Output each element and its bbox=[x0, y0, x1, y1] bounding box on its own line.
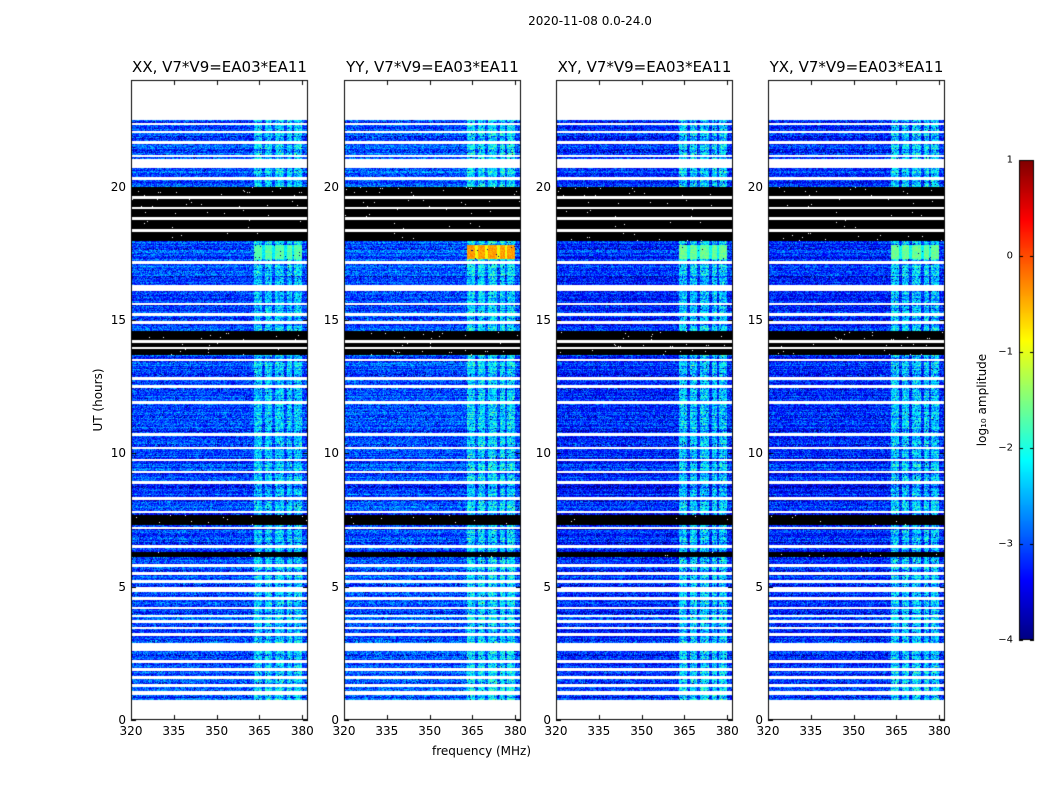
figure-suptitle: 2020-11-08 0.0-24.0 bbox=[528, 14, 652, 28]
y-tick-label: 10 bbox=[535, 446, 551, 461]
panel-title: YX, V7*V9=EA03*EA11 bbox=[769, 58, 944, 76]
x-tick-label: 335 bbox=[799, 724, 823, 738]
x-tick-label: 320 bbox=[332, 724, 356, 738]
y-tick-label: 10 bbox=[323, 446, 339, 461]
panel-title: XX, V7*V9=EA03*EA11 bbox=[132, 58, 307, 76]
y-tick-label: 15 bbox=[535, 313, 551, 327]
x-tick-label: 320 bbox=[544, 724, 568, 738]
colorbar-tick-label: −1 bbox=[998, 346, 1013, 358]
x-tick-label: 380 bbox=[290, 724, 314, 738]
y-tick-label: 0 bbox=[755, 713, 763, 727]
y-tick-label: 10 bbox=[747, 446, 763, 461]
colorbar-tick-label: −2 bbox=[998, 442, 1013, 454]
y-tick-label: 0 bbox=[543, 713, 551, 727]
colorbar-tick-label: 0 bbox=[1006, 250, 1013, 262]
y-tick-label: 0 bbox=[118, 713, 126, 727]
x-tick-label: 335 bbox=[162, 724, 186, 738]
x-tick-label: 365 bbox=[461, 724, 484, 738]
x-tick-label: 350 bbox=[630, 724, 654, 738]
x-tick-label: 365 bbox=[885, 724, 908, 738]
x-tick-label: 380 bbox=[503, 724, 527, 738]
colorbar-tick-label: −4 bbox=[998, 634, 1013, 646]
x-tick-label: 320 bbox=[119, 724, 143, 738]
x-tick-label: 380 bbox=[927, 724, 951, 738]
y-tick-label: 15 bbox=[110, 313, 126, 327]
colorbar-tick-label: −3 bbox=[998, 538, 1013, 550]
y-tick-label: 0 bbox=[331, 713, 339, 727]
y-tick-label: 15 bbox=[323, 313, 339, 327]
x-axis-label: frequency (MHz) bbox=[432, 744, 532, 758]
y-tick-label: 5 bbox=[331, 579, 339, 594]
y-tick-label: 5 bbox=[118, 579, 126, 594]
y-axis-label: UT (hours) bbox=[91, 368, 105, 432]
y-tick-label: 20 bbox=[323, 179, 339, 194]
y-tick-label: 10 bbox=[110, 446, 126, 461]
panel-title: YY, V7*V9=EA03*EA11 bbox=[346, 58, 519, 76]
y-tick-label: 5 bbox=[755, 579, 763, 594]
y-tick-label: 20 bbox=[747, 179, 763, 194]
x-tick-label: 350 bbox=[418, 724, 442, 738]
x-tick-label: 380 bbox=[715, 724, 739, 738]
y-tick-label: 20 bbox=[110, 179, 126, 194]
x-tick-label: 365 bbox=[248, 724, 271, 738]
colorbar-tick-label: 1 bbox=[1006, 154, 1013, 166]
x-tick-label: 350 bbox=[205, 724, 229, 738]
y-tick-label: 5 bbox=[543, 579, 551, 594]
x-tick-label: 320 bbox=[756, 724, 780, 738]
x-tick-label: 335 bbox=[587, 724, 611, 738]
panel-title: XY, V7*V9=EA03*EA11 bbox=[557, 58, 732, 76]
y-tick-label: 20 bbox=[535, 179, 551, 194]
x-tick-label: 335 bbox=[375, 724, 399, 738]
colorbar-label: log₁₀ amplitude bbox=[975, 353, 989, 447]
x-tick-label: 365 bbox=[673, 724, 696, 738]
x-tick-label: 350 bbox=[842, 724, 866, 738]
y-tick-label: 15 bbox=[747, 313, 763, 327]
